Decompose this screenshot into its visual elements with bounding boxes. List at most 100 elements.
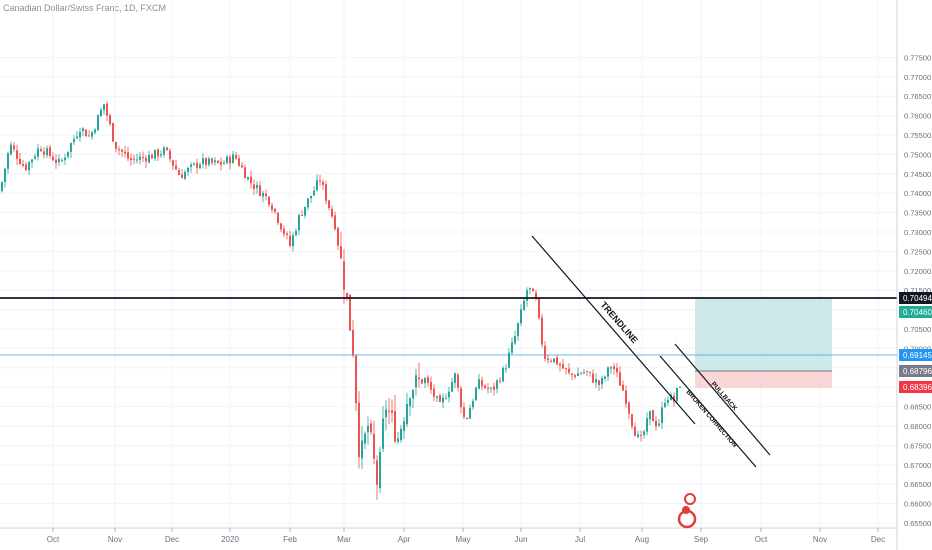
candle bbox=[502, 365, 504, 383]
target-zone[interactable] bbox=[695, 298, 832, 371]
candle bbox=[61, 157, 63, 163]
candle bbox=[190, 162, 192, 173]
candle bbox=[148, 150, 150, 164]
x-tick-label: Dec bbox=[165, 535, 179, 544]
x-axis[interactable]: Oct Nov Dec 2020 Feb Mar Apr May Jun Jul Aug Sep Oct… bbox=[0, 527, 897, 544]
y-tick-label: 0.74000 bbox=[904, 189, 931, 198]
candle bbox=[646, 412, 648, 436]
candle bbox=[298, 213, 300, 235]
candle bbox=[202, 153, 204, 169]
candle bbox=[475, 386, 477, 401]
x-tick-label: Aug bbox=[635, 535, 649, 544]
candle bbox=[589, 371, 591, 377]
level-lines[interactable] bbox=[0, 297, 897, 356]
candle bbox=[556, 354, 558, 366]
candle bbox=[238, 154, 240, 167]
candle bbox=[412, 388, 414, 409]
candle bbox=[166, 146, 168, 151]
candle bbox=[337, 226, 339, 250]
candle bbox=[208, 156, 210, 167]
candle bbox=[346, 292, 348, 301]
y-tick-label: 0.75500 bbox=[904, 131, 931, 140]
candle bbox=[604, 375, 606, 382]
candle bbox=[580, 371, 582, 375]
candle bbox=[181, 169, 183, 179]
candle bbox=[85, 129, 87, 137]
candle bbox=[325, 180, 327, 205]
candle bbox=[394, 394, 396, 444]
candle bbox=[310, 195, 312, 204]
candle bbox=[106, 101, 108, 122]
stop-zone[interactable] bbox=[695, 371, 832, 388]
candle bbox=[529, 287, 531, 295]
y-tick-label: 0.68000 bbox=[904, 422, 931, 431]
candle bbox=[49, 144, 51, 159]
y-axis[interactable]: 0.77500 0.77000 0.76500 0.76000 0.75500 0.750… bbox=[896, 0, 931, 550]
y-tick-label: 0.67500 bbox=[904, 441, 931, 450]
candle bbox=[463, 402, 465, 420]
candles bbox=[1, 101, 681, 500]
candle bbox=[235, 152, 237, 161]
candle bbox=[154, 149, 156, 161]
candle bbox=[508, 348, 510, 369]
candle bbox=[634, 422, 636, 436]
candle bbox=[622, 380, 624, 392]
candle bbox=[184, 169, 186, 181]
candle bbox=[22, 159, 24, 168]
candle bbox=[655, 415, 657, 431]
candle bbox=[70, 142, 72, 158]
candle bbox=[382, 406, 384, 453]
candle bbox=[586, 370, 588, 376]
svg-text:0.68796: 0.68796 bbox=[903, 367, 932, 376]
candle bbox=[25, 161, 27, 172]
candle bbox=[616, 362, 618, 378]
price-tags: 0.70494 0.70460 0.69145 0.68796 0.68396 bbox=[899, 292, 932, 393]
candle bbox=[388, 397, 390, 425]
y-tick-label: 0.67000 bbox=[904, 461, 931, 470]
candle bbox=[514, 330, 516, 346]
candle bbox=[88, 130, 90, 137]
candle bbox=[613, 362, 615, 375]
candle bbox=[268, 196, 270, 207]
candle bbox=[292, 232, 294, 252]
channel-lower-line[interactable] bbox=[659, 355, 757, 468]
candle bbox=[286, 231, 288, 240]
x-tick-label: Oct bbox=[755, 535, 768, 544]
candle bbox=[511, 337, 513, 356]
y-tick-label: 0.71500 bbox=[904, 286, 931, 295]
candle bbox=[628, 401, 630, 420]
trendline-label: TRENDLINE bbox=[598, 300, 639, 345]
candle bbox=[448, 386, 450, 403]
y-tick-label: 0.73500 bbox=[904, 209, 931, 218]
candle bbox=[256, 181, 258, 194]
candle bbox=[490, 386, 492, 393]
candle bbox=[676, 387, 678, 404]
candle bbox=[133, 154, 135, 165]
candle bbox=[112, 122, 114, 142]
candle bbox=[301, 210, 303, 216]
candle bbox=[535, 289, 537, 301]
candle bbox=[619, 366, 621, 386]
candle bbox=[598, 379, 600, 391]
candle bbox=[424, 376, 426, 389]
stop-price-tag: 0.68396 bbox=[899, 381, 932, 393]
candle bbox=[169, 148, 171, 163]
candle bbox=[484, 384, 486, 390]
x-tick-label: Feb bbox=[283, 535, 297, 544]
candle bbox=[547, 354, 549, 364]
candle bbox=[31, 159, 33, 168]
candle bbox=[553, 358, 555, 364]
candle bbox=[505, 364, 507, 373]
candle bbox=[361, 426, 363, 470]
y-tick-label: 0.72500 bbox=[904, 247, 931, 256]
candle bbox=[544, 341, 546, 362]
candle bbox=[427, 374, 429, 387]
candle bbox=[433, 384, 435, 402]
y-tick-label: 0.66000 bbox=[904, 500, 931, 509]
candle bbox=[436, 395, 438, 402]
position-tool[interactable] bbox=[695, 298, 832, 388]
candle bbox=[667, 396, 669, 407]
channel-upper-line[interactable] bbox=[674, 343, 771, 456]
trendline[interactable] bbox=[531, 235, 696, 425]
